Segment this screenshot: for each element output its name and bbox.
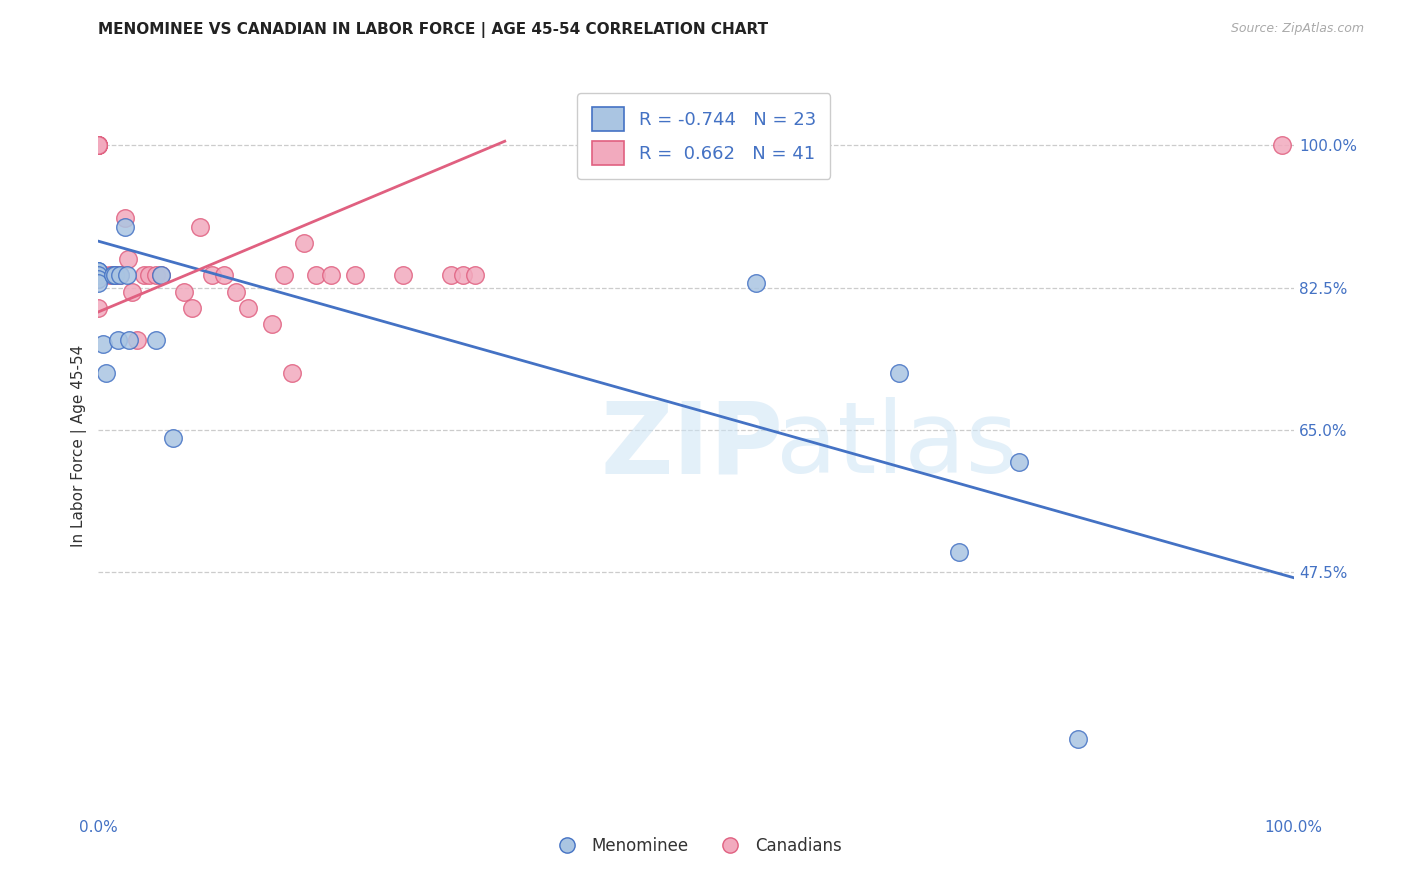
Point: [108, 268, 131, 283]
Point: [305, 268, 328, 283]
Point: [107, 334, 129, 348]
Point: [180, 301, 202, 315]
Point: [149, 268, 172, 283]
Point: [87, 138, 110, 153]
Point: [344, 268, 367, 283]
Text: atlas: atlas: [776, 398, 1018, 494]
Point: [87, 138, 110, 153]
Point: [114, 211, 136, 226]
Point: [451, 268, 474, 283]
Point: [1007, 455, 1029, 469]
Point: [125, 334, 148, 348]
Point: [87, 264, 110, 278]
Point: [145, 268, 167, 283]
Point: [132, 268, 155, 283]
Point: [948, 544, 970, 558]
Point: [105, 268, 128, 283]
Point: [1067, 731, 1090, 746]
Point: [87, 268, 110, 283]
Text: Source: ZipAtlas.com: Source: ZipAtlas.com: [1230, 22, 1364, 36]
Point: [173, 285, 195, 299]
Point: [1271, 138, 1294, 153]
Point: [117, 252, 139, 266]
Point: [889, 366, 911, 380]
Point: [138, 268, 160, 283]
Point: [91, 337, 114, 351]
Point: [273, 268, 295, 283]
Point: [115, 268, 138, 283]
Y-axis label: In Labor Force | Age 45-54: In Labor Force | Age 45-54: [72, 345, 87, 547]
Point: [87, 138, 110, 153]
Text: ZIP: ZIP: [600, 398, 783, 494]
Point: [188, 219, 211, 234]
Point: [118, 334, 141, 348]
Point: [260, 317, 283, 331]
Point: [149, 268, 172, 283]
Point: [94, 366, 117, 380]
Point: [225, 285, 247, 299]
Point: [87, 268, 110, 283]
Point: [98, 268, 122, 283]
Text: MENOMINEE VS CANADIAN IN LABOR FORCE | AGE 45-54 CORRELATION CHART: MENOMINEE VS CANADIAN IN LABOR FORCE | A…: [98, 22, 769, 38]
Point: [93, 268, 115, 283]
Point: [464, 268, 486, 283]
Point: [87, 264, 110, 278]
Point: [745, 277, 768, 291]
Point: [145, 334, 167, 348]
Point: [87, 138, 110, 153]
Point: [292, 235, 315, 250]
Point: [392, 268, 415, 283]
Point: [87, 268, 110, 283]
Point: [121, 285, 143, 299]
Point: [236, 301, 259, 315]
Point: [440, 268, 463, 283]
Point: [104, 268, 127, 283]
Point: [87, 272, 110, 286]
Point: [162, 431, 184, 445]
Point: [108, 268, 131, 283]
Point: [321, 268, 343, 283]
Point: [114, 219, 136, 234]
Point: [87, 277, 110, 291]
Point: [87, 301, 110, 315]
Point: [87, 138, 110, 153]
Point: [201, 268, 224, 283]
Point: [212, 268, 235, 283]
Point: [87, 138, 110, 153]
Legend: Menominee, Canadians: Menominee, Canadians: [543, 830, 849, 862]
Point: [281, 366, 304, 380]
Point: [87, 272, 110, 286]
Point: [101, 268, 124, 283]
Point: [87, 138, 110, 153]
